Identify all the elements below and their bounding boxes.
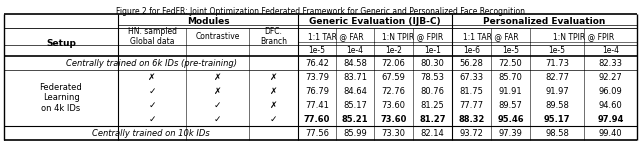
Text: 73.30: 73.30	[381, 128, 406, 138]
Text: 1e-2: 1e-2	[385, 46, 402, 55]
Text: Centrally trained on 10k IDs: Centrally trained on 10k IDs	[92, 128, 210, 138]
Text: 81.25: 81.25	[420, 100, 444, 109]
Text: Federated
Learning
on 4k IDs: Federated Learning on 4k IDs	[40, 83, 83, 113]
Text: 82.77: 82.77	[545, 73, 569, 81]
Text: Contrastive: Contrastive	[195, 32, 240, 41]
Text: 84.58: 84.58	[343, 59, 367, 68]
Text: Personalized Evaluation: Personalized Evaluation	[483, 16, 605, 25]
Text: 1:N TPIR @ FPIR: 1:N TPIR @ FPIR	[553, 32, 614, 41]
Text: 76.42: 76.42	[305, 59, 329, 68]
Text: 1e-5: 1e-5	[308, 46, 326, 55]
Text: 88.32: 88.32	[458, 114, 484, 124]
Text: 1e-6: 1e-6	[463, 46, 480, 55]
Text: 85.70: 85.70	[499, 73, 522, 81]
Text: 77.56: 77.56	[305, 128, 329, 138]
Text: Modules: Modules	[187, 16, 229, 25]
Text: HN. sampled
Global data: HN. sampled Global data	[127, 27, 177, 46]
Text: 96.09: 96.09	[598, 87, 622, 95]
Text: 67.59: 67.59	[381, 73, 405, 81]
Text: ✗: ✗	[269, 87, 277, 95]
Text: ✗: ✗	[214, 87, 221, 95]
Text: 1e-1: 1e-1	[424, 46, 441, 55]
Text: 91.97: 91.97	[545, 87, 569, 95]
Text: 99.40: 99.40	[598, 128, 622, 138]
Text: 67.33: 67.33	[460, 73, 484, 81]
Text: 97.39: 97.39	[499, 128, 522, 138]
Text: 85.17: 85.17	[343, 100, 367, 109]
Text: 94.60: 94.60	[598, 100, 622, 109]
Text: 71.73: 71.73	[545, 59, 569, 68]
Text: 1e-5: 1e-5	[502, 46, 519, 55]
Text: 82.33: 82.33	[598, 59, 623, 68]
Text: Centrally trained on 6k IDs (pre-training): Centrally trained on 6k IDs (pre-trainin…	[65, 59, 237, 68]
Text: 72.76: 72.76	[381, 87, 406, 95]
Text: 1:1 TAR @ FAR: 1:1 TAR @ FAR	[308, 32, 364, 41]
Text: 91.91: 91.91	[499, 87, 522, 95]
Text: ✓: ✓	[269, 114, 277, 124]
Text: 80.30: 80.30	[420, 59, 444, 68]
Text: 82.14: 82.14	[420, 128, 444, 138]
Text: 92.27: 92.27	[598, 73, 622, 81]
Text: 84.64: 84.64	[343, 87, 367, 95]
Text: ✗: ✗	[269, 73, 277, 81]
Text: ✓: ✓	[148, 100, 156, 109]
Text: 1:1 TAR @ FAR: 1:1 TAR @ FAR	[463, 32, 519, 41]
Text: 95.46: 95.46	[497, 114, 524, 124]
Text: 81.75: 81.75	[460, 87, 483, 95]
Text: ✓: ✓	[214, 100, 221, 109]
Text: 77.60: 77.60	[304, 114, 330, 124]
Text: 85.21: 85.21	[342, 114, 368, 124]
Text: 73.60: 73.60	[381, 100, 406, 109]
Text: 73.79: 73.79	[305, 73, 329, 81]
Text: 1e-4: 1e-4	[602, 46, 619, 55]
Text: ✗: ✗	[269, 100, 277, 109]
Text: 73.60: 73.60	[380, 114, 406, 124]
Text: 93.72: 93.72	[460, 128, 483, 138]
Text: 89.58: 89.58	[545, 100, 569, 109]
Text: ✓: ✓	[148, 87, 156, 95]
Text: 1:N TPIR @ FPIR: 1:N TPIR @ FPIR	[382, 32, 444, 41]
Text: 77.41: 77.41	[305, 100, 329, 109]
Text: 85.99: 85.99	[343, 128, 367, 138]
Text: ✓: ✓	[148, 114, 156, 124]
Text: Figure 2 for FedFR: Joint Optimization Federated Framework for Generic and Perso: Figure 2 for FedFR: Joint Optimization F…	[115, 7, 525, 16]
Text: Generic Evaluation (IJB-C): Generic Evaluation (IJB-C)	[309, 16, 441, 25]
Text: 83.71: 83.71	[343, 73, 367, 81]
Text: 1e-5: 1e-5	[548, 46, 566, 55]
Text: 78.53: 78.53	[420, 73, 445, 81]
Text: ✗: ✗	[148, 73, 156, 81]
Text: 97.94: 97.94	[597, 114, 624, 124]
Text: Setup: Setup	[46, 39, 76, 48]
Text: ✗: ✗	[214, 73, 221, 81]
Text: 56.28: 56.28	[460, 59, 483, 68]
Text: 89.57: 89.57	[499, 100, 522, 109]
Text: 77.77: 77.77	[460, 100, 484, 109]
Text: 95.17: 95.17	[544, 114, 570, 124]
Text: 80.76: 80.76	[420, 87, 445, 95]
Text: 72.50: 72.50	[499, 59, 522, 68]
Text: 98.58: 98.58	[545, 128, 569, 138]
Text: 81.27: 81.27	[419, 114, 445, 124]
Text: DFC.
Branch: DFC. Branch	[260, 27, 287, 46]
Text: 72.06: 72.06	[381, 59, 405, 68]
Text: 1e-4: 1e-4	[346, 46, 364, 55]
Text: 76.79: 76.79	[305, 87, 329, 95]
Text: ✓: ✓	[214, 114, 221, 124]
